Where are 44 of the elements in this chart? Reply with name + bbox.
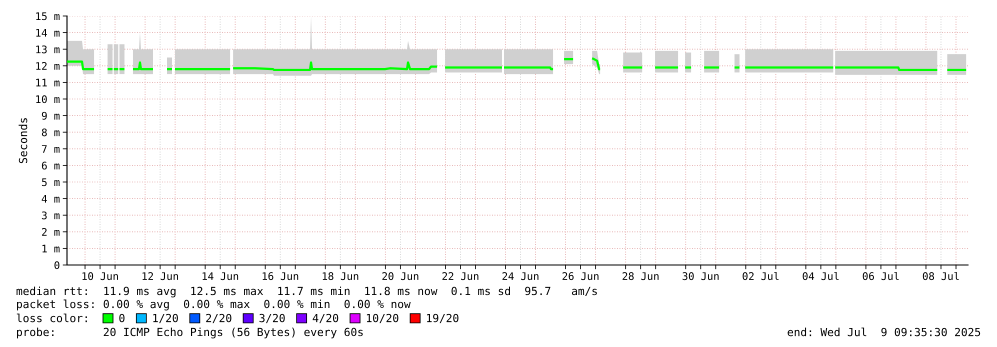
x-tick-label: 14 Jun: [202, 272, 238, 280]
x-tick-label: 10 Jun: [82, 272, 118, 280]
legend-label: 19/20: [427, 314, 458, 324]
y-tick-label: 3 m: [42, 211, 60, 220]
x-tick-label: 26 Jun: [562, 272, 598, 280]
y-tick-label: 8 m: [42, 128, 60, 136]
y-tick-label: 1 m: [42, 244, 60, 252]
text: packet loss: 0.00 % avg 0.00 % max 0.00 % min 0.00 % now: [17, 300, 411, 310]
x-tick-label: 16 Jun: [262, 272, 298, 280]
y-tick-label: 13 m: [36, 45, 60, 54]
x-tick-label: 08 Jul: [922, 272, 959, 280]
x-tick-label: 02 Jul: [742, 272, 779, 280]
x-tick-label: 18 Jun: [322, 272, 358, 280]
x-tick-label: 30 Jun: [682, 272, 719, 280]
y-tick-label: 14 m: [36, 28, 60, 37]
y-tick-label: 10 m: [36, 95, 60, 104]
y-tick-label: 0: [54, 261, 60, 270]
y-tick-label: 2 m: [42, 228, 60, 236]
x-tick-label: 20 Jun: [382, 272, 418, 280]
x-tick-label: 04 Jul: [802, 272, 839, 280]
y-tick-label: 7 m: [42, 145, 60, 153]
x-tick-label: 24 Jun: [502, 272, 538, 280]
y-tick-label: 11 m: [36, 78, 60, 86]
text: end: Wed Jul 9 09:35:30 2025: [788, 328, 980, 336]
legend-label: 2/20: [206, 314, 232, 324]
legend-label: 10/20: [366, 314, 398, 324]
legend-title: loss color:: [16, 314, 87, 322]
text: median rtt: 11.9 ms avg 12.5 ms max 11.7 ms min 11.8 ms now 0.1 ms sd 95.7 am/s: [16, 286, 597, 298]
x-tick-label: 22 Jun: [442, 272, 478, 280]
legend-label: 3/20: [260, 314, 285, 324]
legend-label: 1/20: [153, 314, 178, 324]
y-tick-label: 15 m: [36, 12, 60, 20]
y-tick-label: 5 m: [42, 178, 60, 186]
text: probe: 20 ICMP Echo Pings (56 Bytes) every 60s: [17, 328, 363, 338]
y-axis-title: Seconds: [18, 118, 28, 164]
y-tick-label: 12 m: [36, 62, 60, 70]
y-tick-label: 4 m: [42, 194, 60, 203]
x-tick-label: 12 Jun: [142, 272, 178, 280]
x-tick-label: 06 Jul: [862, 272, 899, 280]
x-tick-label: 28 Jun: [622, 272, 659, 280]
legend-label: 4/20: [312, 314, 338, 324]
legend-label: 0: [119, 314, 125, 322]
y-tick-label: 9 m: [42, 112, 60, 120]
y-tick-label: 6 m: [42, 162, 60, 170]
